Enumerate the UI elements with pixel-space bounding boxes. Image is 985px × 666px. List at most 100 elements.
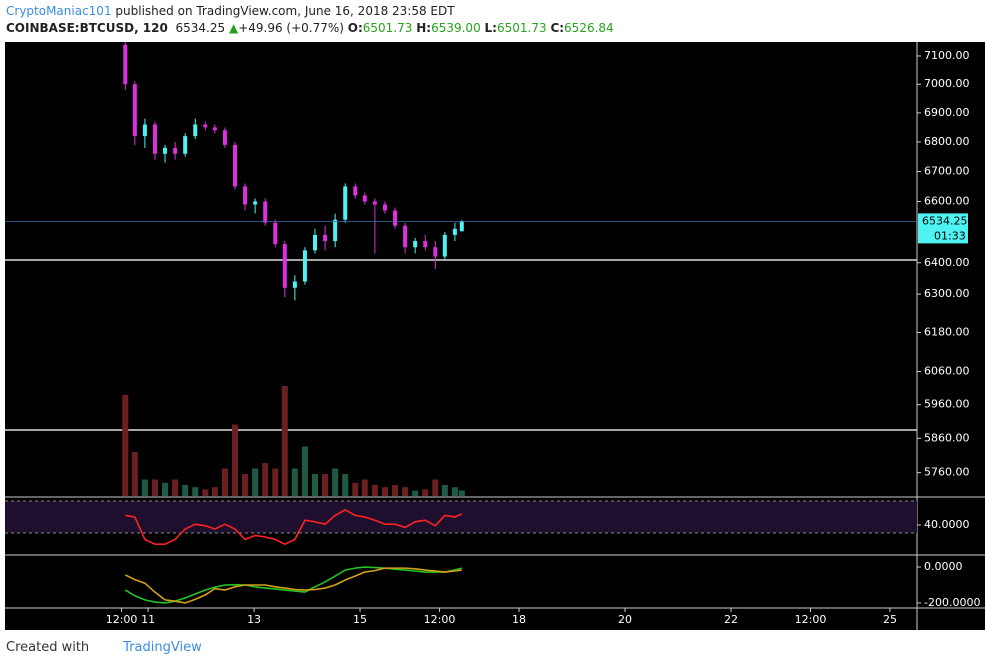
brand[interactable]: TradingView [123, 640, 202, 655]
volume-bar [252, 468, 259, 496]
volume-bar [162, 482, 169, 496]
volume-bar [392, 485, 399, 496]
candle-body [393, 210, 398, 226]
volume-bar [342, 474, 349, 496]
volume-bar [458, 490, 465, 496]
c: 6526.84 [564, 21, 614, 35]
candle-body [132, 84, 137, 137]
y-tick-label: 5960.00 [924, 398, 970, 411]
candle-body [142, 124, 147, 137]
l-label: L: [484, 21, 497, 35]
volume-bar [451, 487, 458, 496]
candle-body [163, 147, 168, 154]
candle-body [232, 144, 237, 187]
chart: 12:00 11 13 15 12:00 18 20 22 12:00 257100.007000… [5, 42, 985, 630]
y-tick-label: 6700.00 [924, 164, 970, 177]
candle-body [442, 234, 447, 257]
candle-body [123, 44, 128, 85]
candle-body [282, 244, 287, 288]
c-label: C: [550, 21, 565, 35]
volume-bar [322, 474, 329, 496]
y-tick-label: 40.0000 [924, 518, 970, 531]
volume-bar [122, 394, 129, 496]
rsi-band [5, 501, 917, 533]
volume-bar [281, 386, 288, 496]
volume-bar [432, 479, 439, 496]
candle-body [243, 186, 248, 205]
y-tick-label: 7000.00 [924, 77, 970, 90]
candle-body [273, 222, 278, 245]
candle-body [353, 186, 358, 196]
candle-body [263, 201, 268, 223]
author[interactable]: CryptoManiac101 [6, 4, 112, 18]
x-tick-label: 12:00 [424, 613, 456, 626]
candle-body [372, 201, 377, 205]
candle-body [313, 234, 318, 251]
candle-body [212, 127, 217, 131]
volume-bar [312, 474, 319, 496]
o: 6501.73 [362, 21, 413, 35]
arrow: ▲ [228, 21, 239, 35]
volume-bar [272, 468, 279, 496]
y-tick-label: 6060.00 [924, 364, 970, 377]
candle-body [253, 201, 258, 205]
volume-bar [361, 479, 368, 496]
candle-body [452, 228, 457, 235]
candle-body [152, 124, 157, 154]
x-tick-label: 11 [141, 613, 155, 626]
indicator-line [124, 566, 462, 604]
candle-body [333, 219, 338, 242]
volume-bar [402, 487, 409, 496]
price-tag [918, 213, 968, 244]
change: +49.96 (+0.77%) [238, 21, 344, 35]
price: 6534.25 [175, 21, 226, 35]
volume-bar [221, 468, 228, 496]
y-tick-label: 6600.00 [924, 194, 970, 207]
x-tick-label: 25 [883, 613, 897, 626]
y-tick-label: 5860.00 [924, 431, 970, 444]
y-tick-label: 6900.00 [924, 106, 970, 119]
candle-body [413, 241, 418, 248]
candle-body [403, 225, 408, 248]
x-tick-label: 22 [724, 613, 738, 626]
volume-bar [211, 487, 218, 496]
footer: Created with TradingView [6, 640, 202, 655]
candle-body [323, 234, 328, 242]
o-label: O: [347, 21, 363, 35]
y-tick-label: 7100.00 [924, 49, 970, 62]
indicator-line [125, 508, 463, 546]
volume-bar [131, 452, 138, 496]
y-tick-label: 6800.00 [924, 135, 970, 148]
candle-body [459, 221, 464, 232]
volume-bar [231, 424, 238, 496]
volume-bar [412, 490, 419, 496]
price-tag-label: 6534.25 [922, 214, 968, 227]
x-tick-label: 13 [247, 613, 261, 626]
volume-bar [151, 479, 158, 496]
candle-body [222, 130, 227, 145]
candle-body [343, 186, 348, 220]
y-tick-label: 6300.00 [924, 287, 970, 300]
y-tick-label: 6400.00 [924, 256, 970, 269]
volume-bar [441, 485, 448, 496]
candle-body [433, 247, 438, 257]
y-tick-label: 0.0000 [924, 560, 963, 573]
candle-body [423, 241, 428, 248]
created: Created with [6, 640, 90, 655]
candle-body [362, 195, 367, 202]
candle-body [183, 136, 188, 154]
volume-bar [202, 489, 209, 496]
volume-bar [371, 485, 378, 496]
x-tick-label: 12:00 [106, 613, 138, 626]
volume-bar [381, 487, 388, 496]
countdown: 01:33 [934, 229, 966, 242]
symbol: COINBASE:BTCUSD, 120 [6, 21, 168, 35]
candle-body [203, 124, 208, 128]
candle-body [173, 147, 178, 154]
x-tick-label: 15 [353, 613, 367, 626]
y-tick-label: -200.0000 [924, 596, 980, 609]
volume-bar [291, 468, 298, 496]
y-tick-label: 6180.00 [924, 325, 970, 338]
chart-bg [5, 42, 985, 630]
